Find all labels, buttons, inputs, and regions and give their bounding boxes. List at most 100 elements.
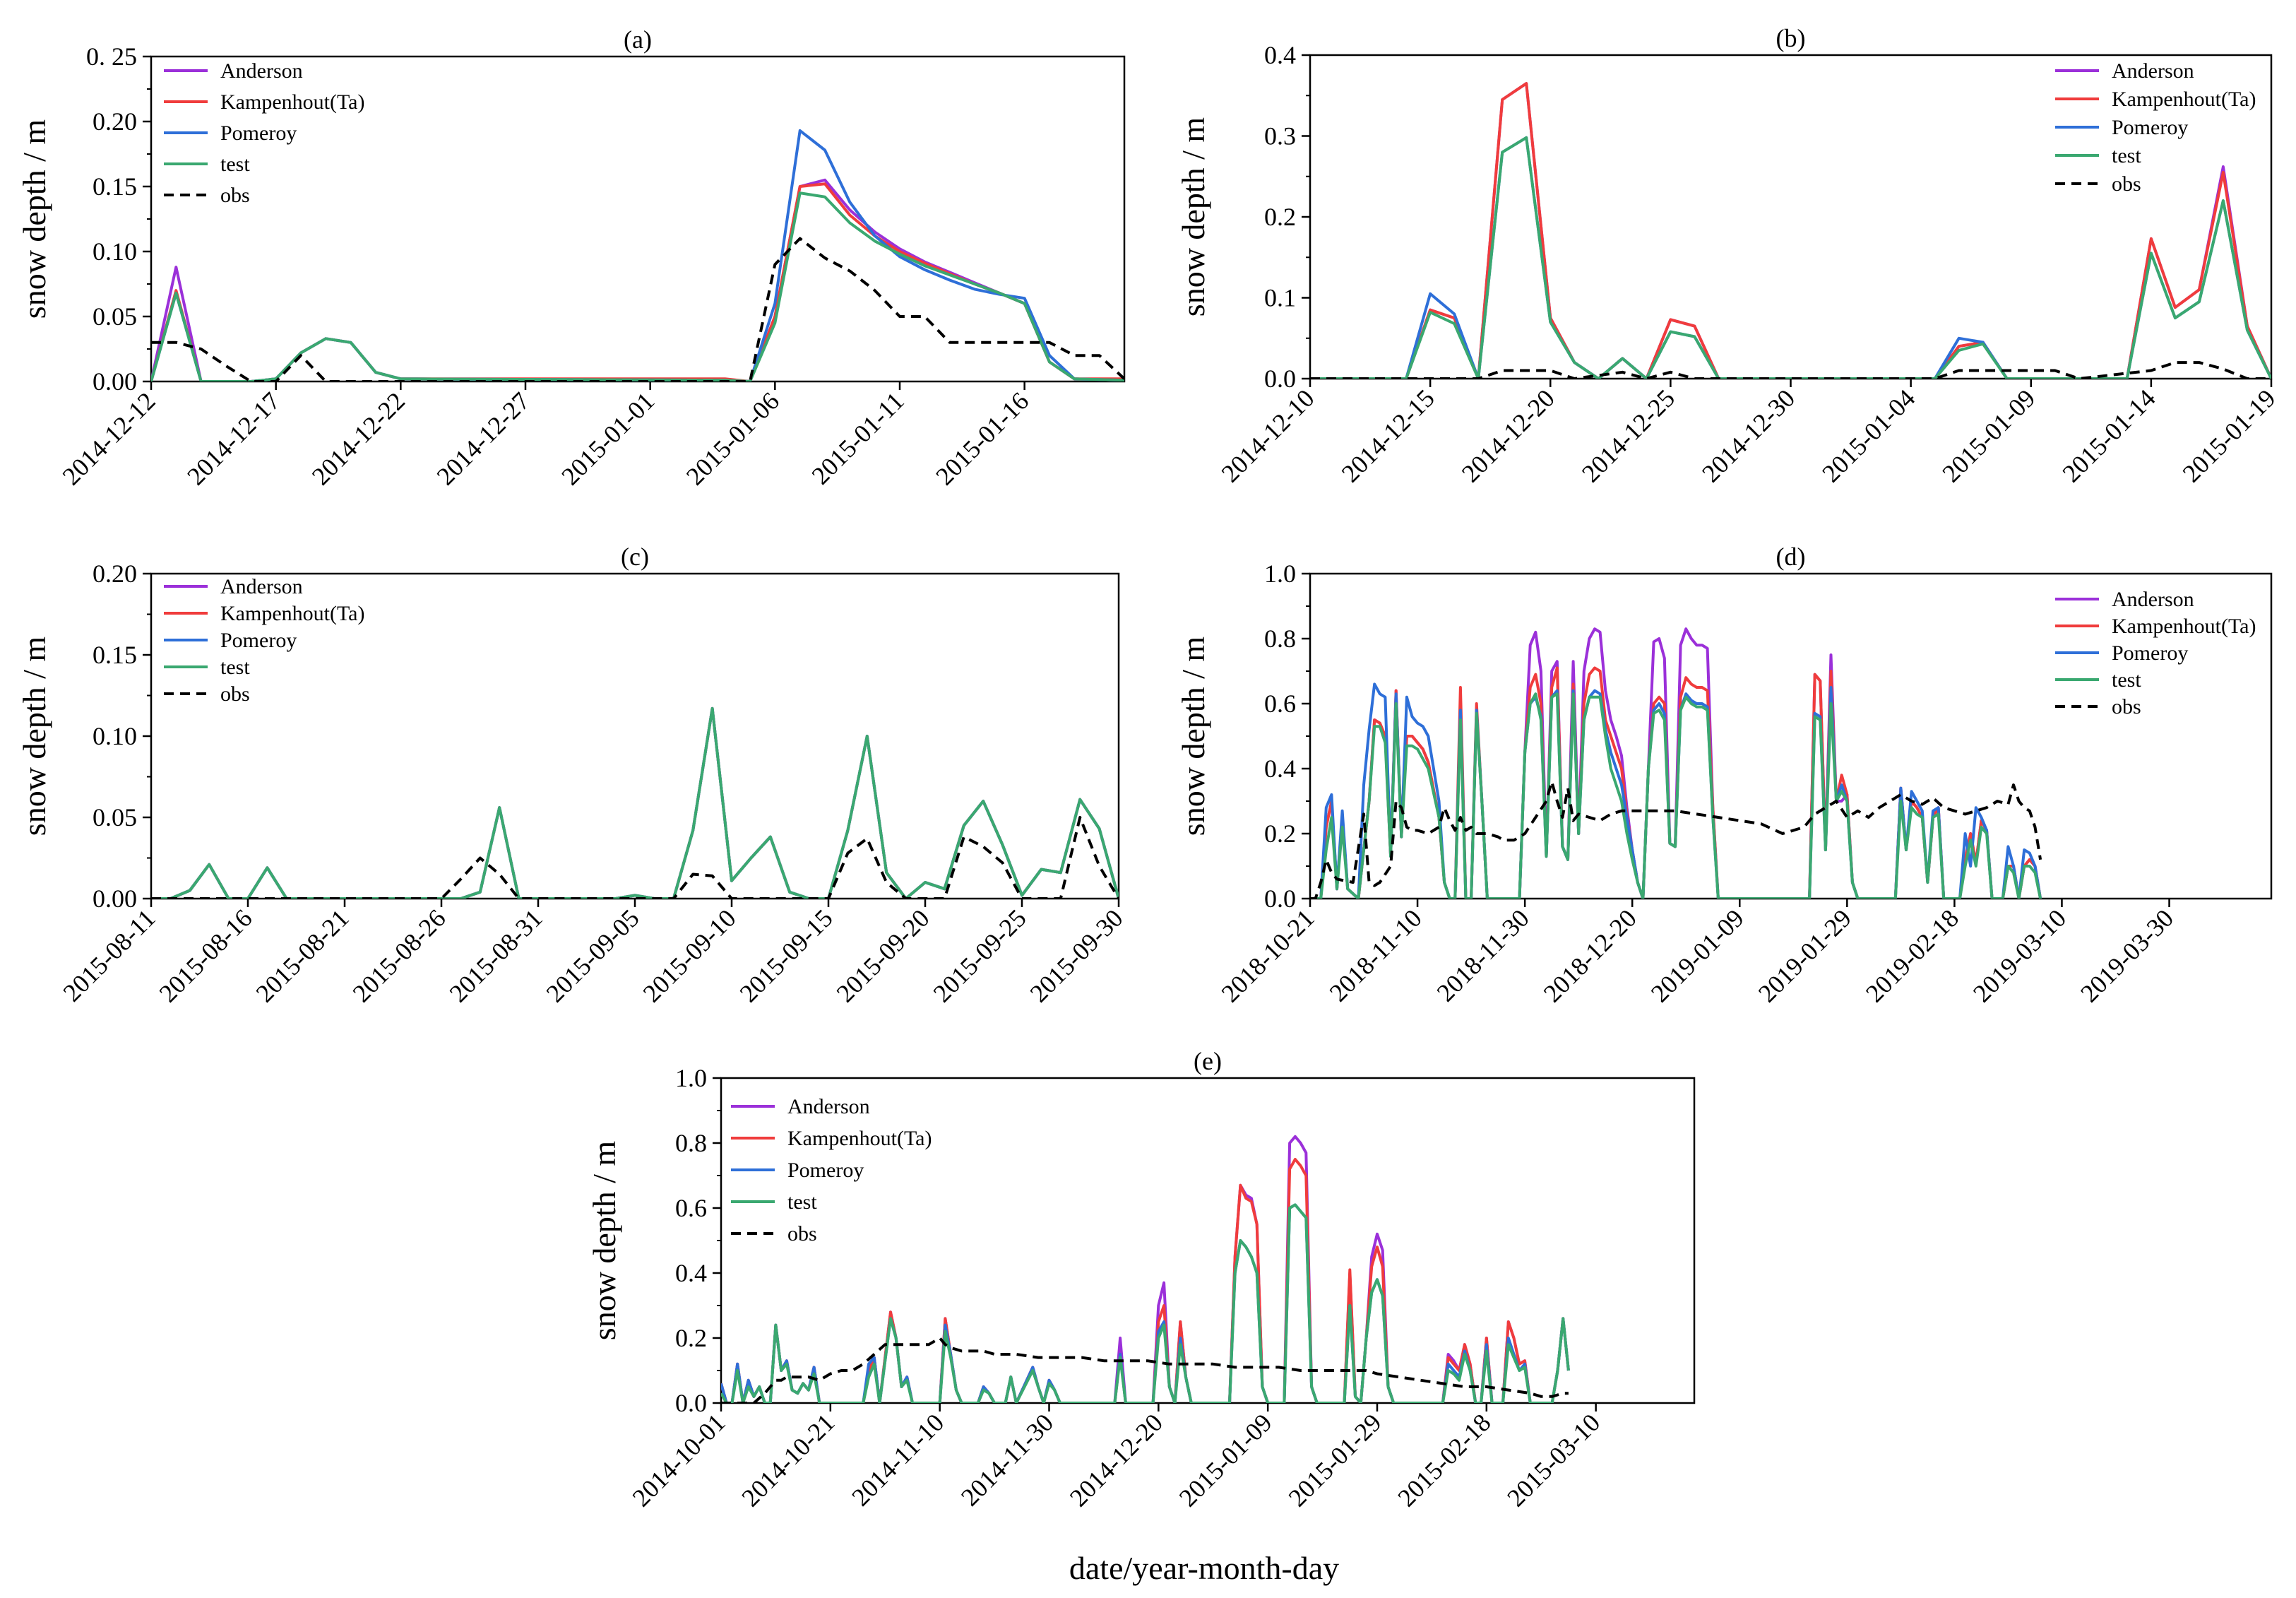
x-tick-label: 2015-08-11 xyxy=(58,904,161,1007)
x-tick-label: 2015-09-30 xyxy=(1025,904,1129,1007)
y-tick-label: 0.2 xyxy=(1264,203,1296,231)
legend-label: Pomeroy xyxy=(787,1159,864,1182)
legend-label: obs xyxy=(220,682,250,706)
legend-label: test xyxy=(2112,144,2141,167)
legend-label: obs xyxy=(2112,695,2141,718)
x-tick-label: 2015-01-06 xyxy=(681,386,785,490)
y-tick-label: 0.00 xyxy=(93,367,137,396)
panel-title: (e) xyxy=(1194,1047,1222,1075)
x-tick-label: 2019-03-30 xyxy=(2075,904,2179,1007)
y-tick-label: 0.0 xyxy=(675,1389,707,1417)
y-tick-label: 1.0 xyxy=(675,1064,707,1092)
y-tick-label: 0.0 xyxy=(1264,884,1296,913)
series-line-pomeroy xyxy=(151,706,1119,899)
x-tick-label: 2014-12-17 xyxy=(182,386,285,490)
legend-label: Kampenhout(Ta) xyxy=(787,1127,932,1150)
y-tick-label: 0.6 xyxy=(675,1194,707,1222)
series-line-kampenhout-ta xyxy=(151,706,1119,899)
series-line-obs xyxy=(1310,361,2271,379)
y-tick-label: 0.4 xyxy=(675,1259,707,1287)
legend-label: Pomeroy xyxy=(220,122,297,145)
series-line-obs xyxy=(151,237,1124,381)
series-line-test xyxy=(151,191,1124,381)
y-axis-label: snow depth / m xyxy=(586,1141,622,1341)
legend-label: Anderson xyxy=(220,59,303,83)
series-line-test xyxy=(1310,692,2042,899)
x-tick-label: 2014-10-01 xyxy=(627,1408,731,1512)
x-tick-label: 2015-01-14 xyxy=(2057,384,2160,487)
y-tick-label: 0.10 xyxy=(93,722,137,750)
y-tick-label: 0.20 xyxy=(93,560,137,588)
y-tick-label: 0.2 xyxy=(675,1324,707,1352)
series-line-pomeroy xyxy=(151,129,1124,381)
y-tick-label: 0.15 xyxy=(93,172,137,201)
x-tick-label: 2018-11-30 xyxy=(1432,904,1535,1007)
panel-title: (b) xyxy=(1776,24,1806,52)
y-axis-label: snow depth / m xyxy=(16,119,52,319)
x-tick-label: 2015-01-01 xyxy=(556,386,660,490)
x-tick-label: 2019-03-10 xyxy=(1968,904,2071,1007)
x-tick-label: 2015-01-16 xyxy=(930,386,1034,490)
y-tick-label: 0.8 xyxy=(675,1129,707,1157)
panel-d: (d) 0.0 0.2 0.4 0.6 0.8 1.0 2018-10-21 2018-11-1… xyxy=(1175,543,2273,1007)
x-tick-label: 2019-02-18 xyxy=(1860,904,1964,1007)
legend-label: Pomeroy xyxy=(2112,641,2188,665)
x-tick-label: 2015-01-09 xyxy=(1937,384,2040,487)
x-tick-label: 2014-12-27 xyxy=(432,386,535,490)
x-tick-label: 2014-11-30 xyxy=(956,1408,1059,1511)
y-tick-label: 0.4 xyxy=(1264,754,1296,783)
panel-title: (a) xyxy=(624,25,652,54)
legend-label: test xyxy=(220,656,250,679)
y-tick-label: 0.10 xyxy=(93,237,137,266)
y-tick-label: 0.05 xyxy=(93,302,137,331)
legend-label: obs xyxy=(220,184,250,207)
x-tick-label: 2015-01-29 xyxy=(1283,1408,1387,1512)
x-tick-label: 2015-01-11 xyxy=(807,386,910,490)
legend-label: Pomeroy xyxy=(220,629,297,652)
panel-title: (c) xyxy=(621,543,649,571)
x-tick-label: 2019-01-29 xyxy=(1753,904,1857,1007)
x-tick-label: 2015-01-09 xyxy=(1174,1408,1278,1512)
y-axis-label: snow depth / m xyxy=(16,637,52,836)
series-line-obs xyxy=(151,816,1119,899)
x-tick-label: 2015-08-31 xyxy=(444,904,548,1007)
series-line-test xyxy=(1310,136,2271,379)
y-tick-label: 0.20 xyxy=(93,107,137,136)
x-tick-label: 2014-12-12 xyxy=(57,386,161,490)
x-tick-label: 2015-09-20 xyxy=(831,904,935,1007)
x-tick-label: 2014-10-21 xyxy=(736,1408,840,1512)
y-axis-label: snow depth / m xyxy=(1175,637,1211,836)
x-tick-label: 2015-02-18 xyxy=(1392,1408,1496,1512)
series-line-kampenhout-ta xyxy=(151,182,1124,381)
legend-label: test xyxy=(220,153,250,176)
series-line-kampenhout-ta xyxy=(1310,666,2042,899)
x-tick-label: 2015-03-10 xyxy=(1501,1408,1605,1512)
legend-label: Kampenhout(Ta) xyxy=(2112,88,2256,111)
panel-c: (c)0.000.050.100.150.202015-08-112015-08… xyxy=(16,543,1129,1007)
x-tick-label: 2014-12-25 xyxy=(1576,384,1680,487)
series-line-obs xyxy=(1310,780,2042,899)
y-tick-label: 0.05 xyxy=(93,803,137,831)
x-tick-label: 2014-11-10 xyxy=(846,1408,949,1511)
legend-label: test xyxy=(787,1190,817,1214)
legend-label: Kampenhout(Ta) xyxy=(2112,615,2256,638)
x-tick-label: 2015-08-21 xyxy=(251,904,355,1007)
x-tick-label: 2014-12-20 xyxy=(1456,384,1560,487)
x-tick-label: 2015-09-15 xyxy=(734,904,838,1007)
legend: Anderson Kampenhout(Ta) Pomeroy test obs xyxy=(2055,588,2256,718)
x-tick-label: 2019-01-09 xyxy=(1646,904,1749,1007)
legend-label: Pomeroy xyxy=(2112,116,2188,139)
x-tick-label: 2015-09-10 xyxy=(638,904,742,1007)
series-line-test xyxy=(721,1203,1570,1403)
y-tick-label: 0. 25 xyxy=(86,42,137,71)
series-line-anderson xyxy=(151,178,1124,381)
x-tick-label: 2015-09-05 xyxy=(541,904,645,1007)
series-line-anderson xyxy=(151,706,1119,899)
y-tick-label: 0.0 xyxy=(1264,365,1296,393)
legend-label: Anderson xyxy=(787,1095,870,1118)
legend-label: obs xyxy=(2112,172,2141,196)
y-tick-label: 0.2 xyxy=(1264,819,1296,848)
series-line-pomeroy xyxy=(1310,682,2042,899)
